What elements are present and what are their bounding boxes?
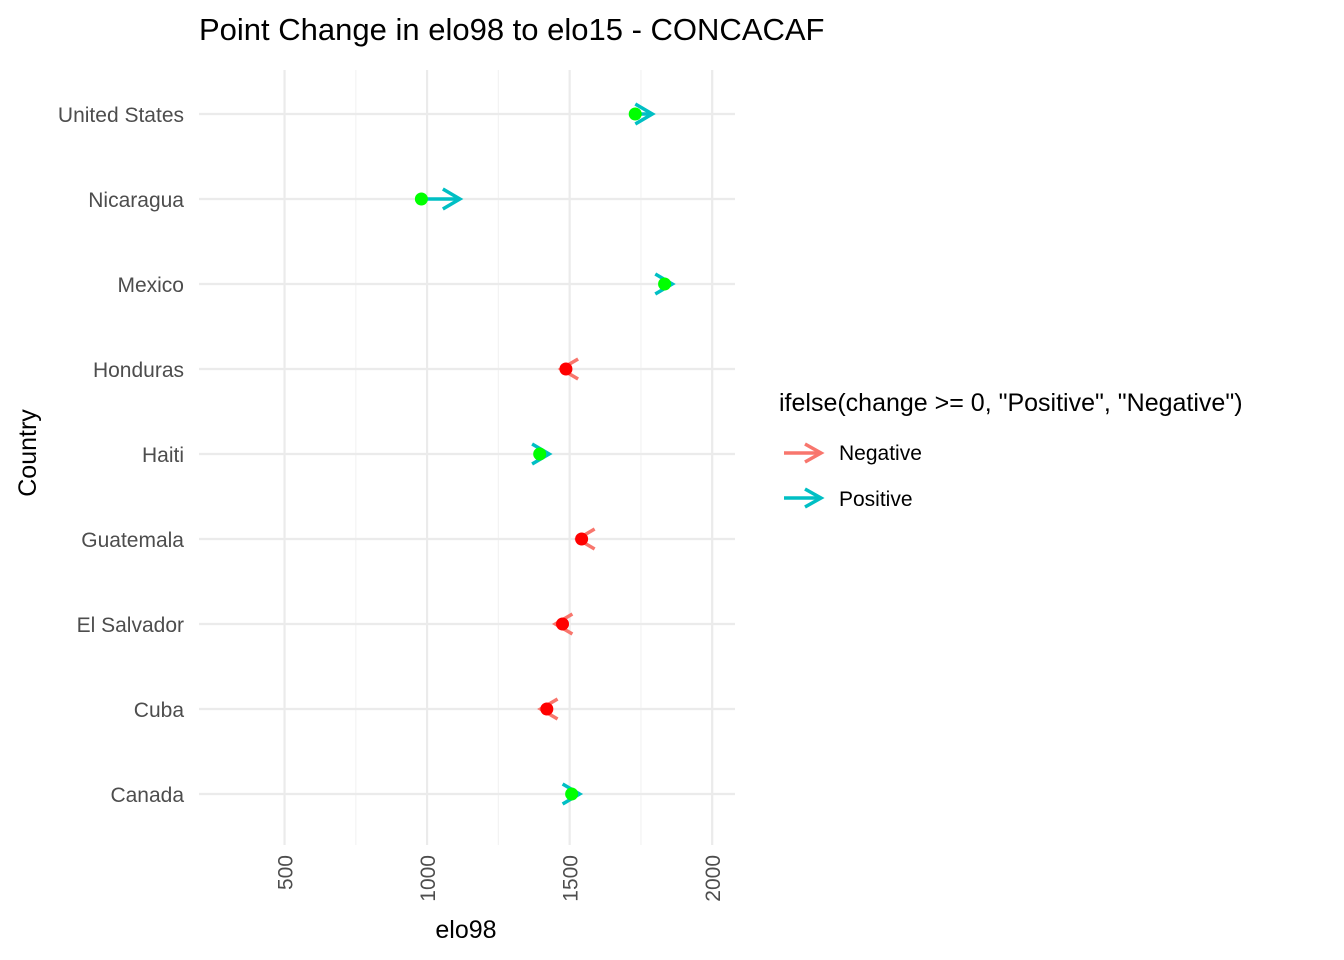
y-tick-label: Canada	[110, 784, 184, 807]
elo98-point	[565, 787, 579, 801]
elo98-point	[658, 277, 672, 291]
legend-key-positive	[784, 487, 825, 509]
y-axis-title: Country	[14, 409, 42, 497]
legend-key-negative	[784, 442, 825, 464]
change-arrow-head	[441, 187, 464, 211]
data-marks	[414, 102, 676, 806]
y-tick-label: El Salvador	[77, 614, 184, 637]
x-axis-title: elo98	[435, 916, 496, 944]
x-tick-label: 2000	[702, 855, 725, 902]
x-tick-label: 1000	[417, 855, 440, 902]
x-axis-tick-labels: 500 1000 1500 2000	[275, 855, 726, 902]
elo98-point	[556, 617, 570, 631]
legend-label-negative: Negative	[839, 442, 922, 465]
change-arrow-head	[634, 102, 656, 126]
y-axis-tick-labels: Canada Cuba El Salvador Guatemala Haiti Hondu…	[58, 104, 184, 807]
change-arrow-head	[551, 612, 574, 636]
y-tick-label: Cuba	[134, 699, 185, 722]
legend-label-positive: Positive	[839, 488, 913, 511]
legend: ifelse(change >= 0, "Positive", "Negativ…	[779, 389, 1243, 511]
chart-title: Point Change in elo98 to elo15 - CONCACA…	[199, 12, 825, 47]
legend-key-arrowhead	[804, 442, 825, 464]
elo98-point	[533, 447, 547, 461]
elo98-point	[540, 702, 554, 716]
change-arrow-head	[654, 272, 676, 296]
x-tick-label: 1500	[560, 855, 583, 902]
y-tick-label: Mexico	[117, 274, 184, 297]
elo98-point	[628, 107, 642, 121]
y-tick-label: United States	[58, 104, 184, 127]
plot-grid	[199, 70, 735, 845]
elo98-point	[414, 192, 428, 206]
change-arrow-head	[531, 442, 553, 466]
legend-key-arrowhead	[804, 487, 825, 509]
y-tick-label: Nicaragua	[88, 189, 184, 212]
y-tick-label: Guatemala	[81, 529, 184, 552]
change-arrow-head	[561, 782, 584, 806]
x-tick-label: 500	[275, 855, 298, 890]
elo98-point	[575, 532, 589, 546]
y-tick-label: Haiti	[142, 444, 184, 467]
y-tick-label: Honduras	[93, 359, 184, 382]
elo98-point	[559, 362, 573, 376]
legend-title: ifelse(change >= 0, "Positive", "Negativ…	[779, 389, 1243, 417]
